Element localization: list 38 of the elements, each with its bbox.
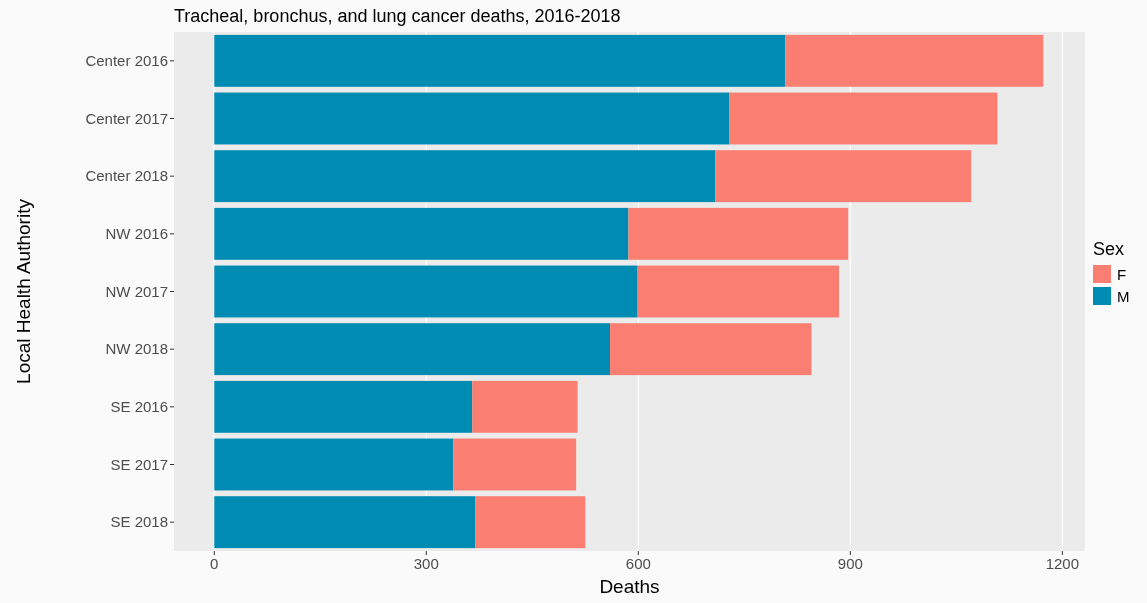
bar bbox=[214, 496, 476, 549]
bar bbox=[214, 34, 786, 87]
y-tick-label: NW 2017 bbox=[105, 282, 168, 300]
bar bbox=[214, 380, 473, 433]
x-tick-label: 600 bbox=[625, 555, 651, 572]
chart-title: Tracheal, bronchus, and lung cancer deaths, 2016-2018 bbox=[174, 6, 621, 26]
legend-label: M bbox=[1117, 288, 1130, 305]
bar bbox=[472, 380, 578, 433]
bar bbox=[785, 34, 1044, 87]
legend-title: Sex bbox=[1093, 239, 1125, 259]
y-tick-label: NW 2018 bbox=[105, 340, 168, 358]
bar bbox=[214, 323, 611, 376]
x-tick-label: 300 bbox=[413, 555, 439, 572]
y-tick-label: Center 2016 bbox=[85, 51, 168, 69]
bar bbox=[453, 438, 577, 491]
bar bbox=[214, 92, 730, 145]
y-tick-label: Center 2018 bbox=[85, 167, 168, 185]
y-tick-label: SE 2018 bbox=[110, 513, 168, 531]
y-axis-title: Local Health Authority bbox=[13, 198, 34, 384]
bar bbox=[729, 92, 998, 145]
bar bbox=[214, 207, 629, 260]
x-tick-label: 0 bbox=[210, 555, 219, 572]
bar bbox=[610, 323, 812, 376]
y-tick-label: SE 2017 bbox=[110, 455, 168, 473]
y-tick-label: Center 2017 bbox=[85, 109, 168, 127]
legend-label: F bbox=[1117, 266, 1127, 283]
bar bbox=[715, 150, 972, 203]
bar bbox=[214, 150, 716, 203]
x-tick-label: 900 bbox=[837, 555, 863, 572]
y-tick-label: SE 2016 bbox=[110, 397, 168, 415]
x-axis-title: Deaths bbox=[599, 576, 660, 597]
bar bbox=[628, 207, 849, 260]
bar bbox=[214, 265, 638, 318]
y-tick-label: NW 2016 bbox=[105, 224, 168, 242]
x-tick-label: 1200 bbox=[1045, 555, 1080, 572]
bar bbox=[214, 438, 454, 491]
bar bbox=[475, 496, 586, 549]
bar bbox=[637, 265, 840, 318]
